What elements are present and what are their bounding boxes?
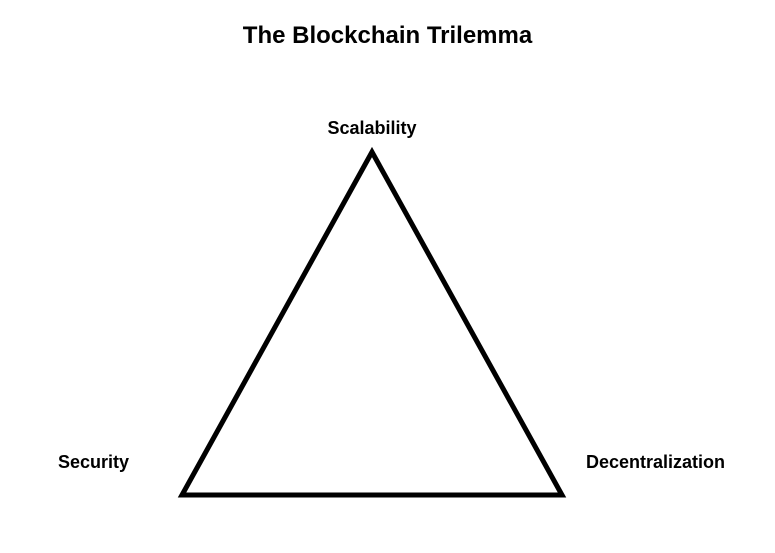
vertex-label-top: Scalability (327, 118, 416, 139)
vertex-label-right: Decentralization (586, 452, 725, 473)
triangle-shape (182, 152, 562, 495)
vertex-label-left: Security (58, 452, 129, 473)
